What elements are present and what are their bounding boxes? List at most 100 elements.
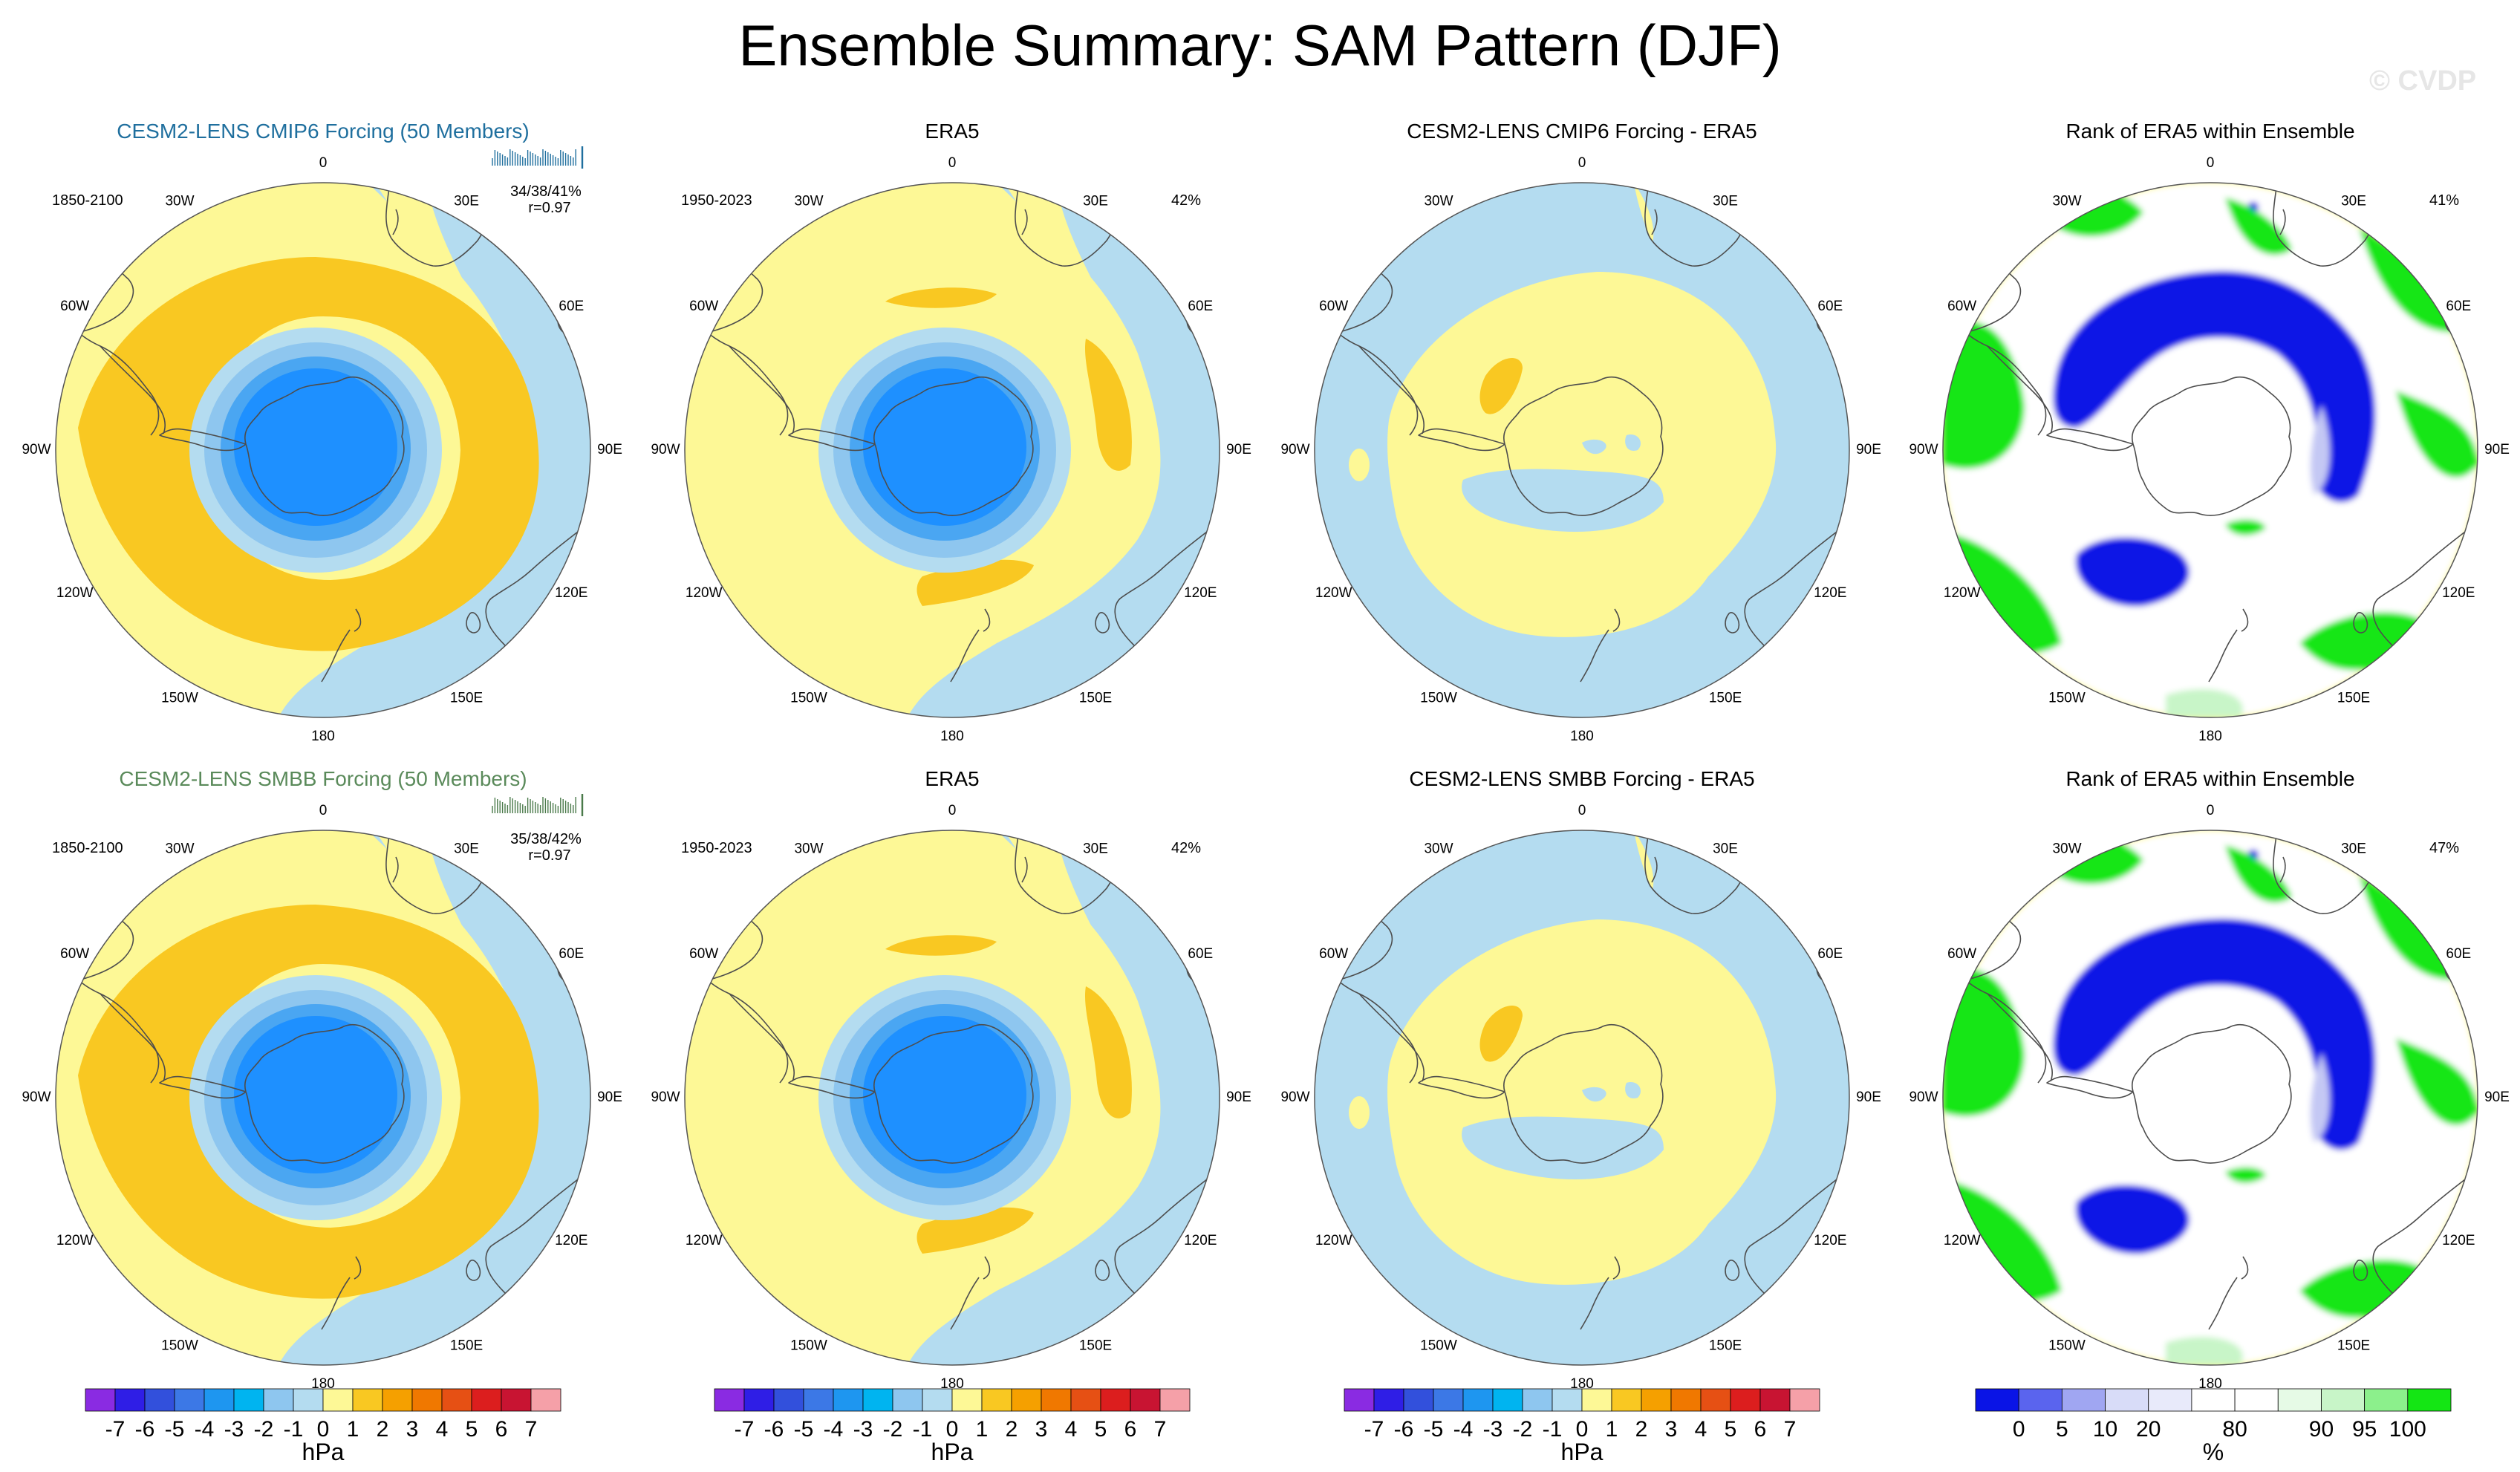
colorbar-swatch	[2364, 1388, 2409, 1412]
colorbar-tick-label: 3	[406, 1417, 419, 1442]
colorbar-swatch	[144, 1388, 175, 1412]
longitude-label: 60W	[1947, 299, 1976, 314]
colorbar-tick-label: 2	[377, 1417, 389, 1442]
colorbar-tick-label: 0	[317, 1417, 330, 1442]
colorbar-swatch	[1159, 1388, 1191, 1412]
variance-explained: 41%	[2429, 192, 2459, 209]
longitude-label: 180	[1570, 729, 1594, 744]
panel-title: Rank of ERA5 within Ensemble	[2065, 767, 2354, 790]
colorbar-swatch	[1373, 1388, 1404, 1412]
colorbar-tick-label: -1	[284, 1417, 304, 1442]
colorbar-tick-label: -1	[913, 1417, 933, 1442]
colorbar-swatch	[951, 1388, 983, 1412]
panel-title: Rank of ERA5 within Ensemble	[2065, 120, 2354, 143]
longitude-label: 120W	[56, 585, 94, 601]
colorbar-tick-label: 5	[466, 1417, 478, 1442]
colorbar-swatch	[293, 1388, 324, 1412]
colorbar-tick-label: 6	[495, 1417, 508, 1442]
longitude-label: 90W	[22, 442, 51, 457]
colorbar-swatch	[85, 1388, 116, 1412]
longitude-label: 0	[2207, 155, 2215, 171]
colorbar-tick-label: 1	[347, 1417, 359, 1442]
colorbar-tick-label: 5	[1095, 1417, 1107, 1442]
polar-map	[55, 830, 591, 1366]
period-label: 1850-2100	[52, 192, 123, 209]
colorbar-swatch	[204, 1388, 235, 1412]
colorbar-swatch	[1100, 1388, 1131, 1412]
colorbar-hpa-3: -7 -6 -5 -4 -3 -2 -1 0 1 2 3 4 5 6 7 hPa	[1344, 1388, 1820, 1465]
colorbar-swatch	[1730, 1388, 1761, 1412]
longitude-label: 30E	[454, 194, 479, 209]
panel-title: ERA5	[925, 120, 979, 143]
map-panel-diff-row1: 0 30E 60E 90E 120E 150E 180 150W 120W 90W 60W 30W CE…	[1280, 120, 1881, 744]
longitude-label: 150W	[790, 1338, 827, 1353]
longitude-label: 90W	[1280, 1090, 1309, 1105]
longitude-label: 60E	[1817, 299, 1843, 314]
longitude-label: 90E	[2484, 442, 2510, 457]
colorbar-tick-label: -5	[794, 1417, 814, 1442]
colorbar-tick-label: 2	[1635, 1417, 1648, 1442]
longitude-label: 120W	[1315, 1233, 1352, 1248]
colorbar-swatch	[1522, 1388, 1553, 1412]
colorbar-swatch	[233, 1388, 264, 1412]
longitude-label: 120W	[1944, 1233, 1981, 1248]
longitude-label: 90E	[1226, 442, 1251, 457]
longitude-label: 90W	[1909, 442, 1938, 457]
colorbar-tick-label: 7	[525, 1417, 538, 1442]
colorbar-swatch	[322, 1388, 354, 1412]
pattern-stats: 34/38/41%	[510, 183, 582, 200]
longitude-label: 120E	[1814, 1233, 1846, 1248]
colorbar-swatch	[1041, 1388, 1072, 1412]
longitude-label: 150W	[790, 690, 827, 706]
longitude-label: 150W	[1420, 1338, 1457, 1353]
longitude-label: 150E	[2337, 1338, 2370, 1353]
colorbar-tick-label: 10	[2093, 1417, 2117, 1442]
colorbar-tick-label: 1	[976, 1417, 989, 1442]
panel-title: CESM2-LENS CMIP6 Forcing - ERA5	[1407, 120, 1756, 143]
longitude-label: 150W	[2048, 690, 2086, 706]
colorbar-swatch	[1070, 1388, 1101, 1412]
member-tick-distribution	[490, 794, 584, 816]
longitude-label: 90E	[597, 1090, 622, 1105]
longitude-label: 150E	[1709, 690, 1742, 706]
longitude-label: 30W	[2052, 194, 2081, 209]
colorbar-tick-label: -5	[1424, 1417, 1444, 1442]
longitude-label: 30W	[165, 841, 194, 857]
longitude-label: 30W	[165, 194, 194, 209]
panel-title: CESM2-LENS CMIP6 Forcing (50 Members)	[117, 120, 529, 143]
colorbar-hpa-2: -7 -6 -5 -4 -3 -2 -1 0 1 2 3 4 5 6 7 hPa	[714, 1388, 1191, 1465]
colorbar-swatch	[2191, 1388, 2236, 1412]
colorbar-swatch	[1700, 1388, 1731, 1412]
colorbar-swatch	[1759, 1388, 1791, 1412]
colorbar-tick-label: -7	[105, 1417, 126, 1442]
longitude-label: 0	[319, 155, 328, 171]
colorbar-tick-label: 0	[946, 1417, 959, 1442]
colorbar-tick-label: -4	[824, 1417, 844, 1442]
colorbar-tick-label: 3	[1665, 1417, 1678, 1442]
longitude-label: 180	[940, 1376, 964, 1392]
colorbar-swatch	[382, 1388, 413, 1412]
longitude-label: 60E	[1188, 946, 1213, 962]
colorbar-tick-label: -6	[1394, 1417, 1414, 1442]
colorbar-tick-label: 4	[1695, 1417, 1707, 1442]
colorbar-swatch	[2407, 1388, 2452, 1412]
polar-map	[1942, 182, 2478, 718]
longitude-label: 30E	[1713, 841, 1738, 857]
longitude-label: 30W	[2052, 841, 2081, 857]
pattern-correlation: r=0.97	[528, 200, 570, 216]
colorbar-swatch	[352, 1388, 383, 1412]
period-label: 1850-2100	[52, 840, 123, 856]
longitude-label: 30E	[2341, 194, 2366, 209]
map-panel-obs-row2: 0 30E 60E 90E 120E 150E 180 150W 120W 90W 60W 30W ER…	[651, 767, 1251, 1392]
longitude-label: 150E	[2337, 690, 2370, 706]
polar-map	[1942, 830, 2478, 1366]
longitude-label: 120W	[1944, 585, 1981, 601]
longitude-label: 180	[2198, 729, 2222, 744]
longitude-label: 30E	[1713, 194, 1738, 209]
longitude-label: 180	[940, 729, 964, 744]
colorbar-tick-label: 5	[2056, 1417, 2068, 1442]
colorbar-swatch	[1611, 1388, 1642, 1412]
panel-title: CESM2-LENS SMBB Forcing (50 Members)	[119, 767, 527, 790]
figure-title: Ensemble Summary: SAM Pattern (DJF)	[738, 13, 1782, 78]
